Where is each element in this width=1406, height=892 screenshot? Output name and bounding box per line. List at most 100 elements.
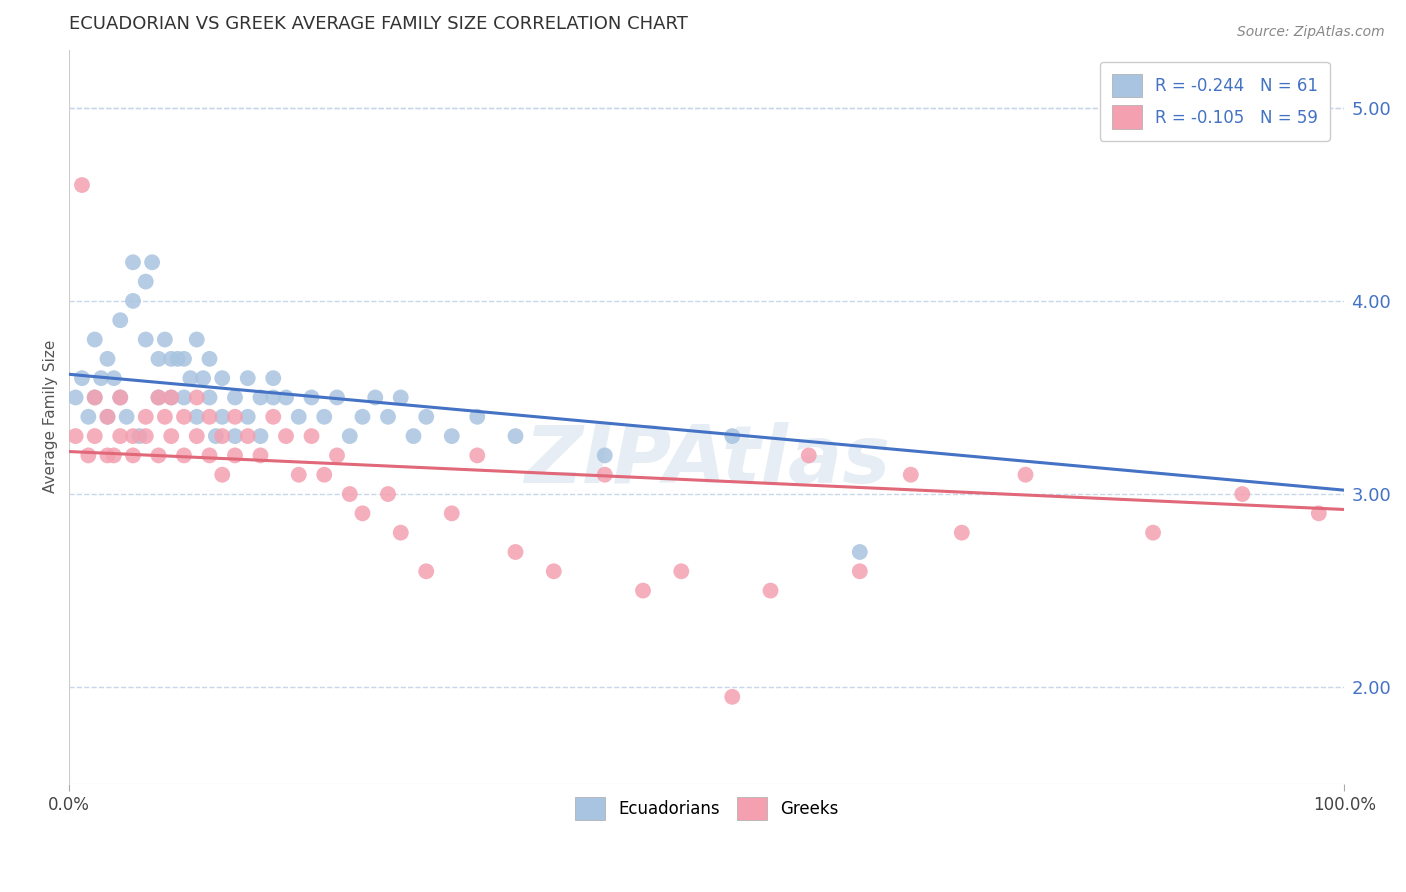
Point [1232,487,1254,501]
Point [301,429,323,443]
Point [262,409,284,424]
Point [287,467,309,482]
Point [122,293,145,308]
Point [505,545,527,559]
Point [77,449,100,463]
Point [224,391,246,405]
Point [205,429,228,443]
Point [1014,467,1036,482]
Point [211,409,233,424]
Point [721,429,744,443]
Point [849,564,872,578]
Point [191,371,214,385]
Point [593,449,616,463]
Point [900,467,922,482]
Text: ECUADORIAN VS GREEK AVERAGE FAMILY SIZE CORRELATION CHART: ECUADORIAN VS GREEK AVERAGE FAMILY SIZE … [69,15,688,33]
Point [211,371,233,385]
Point [224,429,246,443]
Point [1142,525,1164,540]
Point [287,409,309,424]
Point [339,487,361,501]
Point [186,409,208,424]
Point [543,564,565,578]
Point [96,409,118,424]
Point [198,351,221,366]
Point [153,409,176,424]
Point [122,429,145,443]
Point [797,449,820,463]
Point [352,507,374,521]
Point [314,467,336,482]
Point [465,409,488,424]
Point [110,391,132,405]
Point [186,333,208,347]
Point [262,391,284,405]
Point [128,429,150,443]
Point [505,429,527,443]
Point [70,178,93,192]
Point [148,391,170,405]
Point [301,391,323,405]
Point [364,391,387,405]
Point [440,429,463,443]
Point [198,409,221,424]
Point [224,409,246,424]
Point [135,429,157,443]
Point [160,429,183,443]
Point [249,391,271,405]
Point [122,255,145,269]
Point [65,391,87,405]
Point [122,449,145,463]
Point [83,391,105,405]
Point [77,409,100,424]
Point [135,409,157,424]
Point [103,449,125,463]
Point [236,429,259,443]
Point [148,391,170,405]
Point [179,371,201,385]
Point [198,449,221,463]
Point [314,409,336,424]
Point [173,449,195,463]
Point [339,429,361,443]
Point [377,409,399,424]
Point [236,371,259,385]
Point [135,333,157,347]
Point [160,351,183,366]
Point [160,391,183,405]
Point [759,583,782,598]
Point [70,371,93,385]
Point [593,467,616,482]
Point [96,449,118,463]
Point [110,391,132,405]
Point [115,409,138,424]
Point [326,391,349,405]
Point [160,391,183,405]
Point [135,275,157,289]
Point [377,487,399,501]
Point [465,449,488,463]
Point [1308,507,1330,521]
Point [415,409,437,424]
Point [186,391,208,405]
Point [352,409,374,424]
Point [96,409,118,424]
Point [249,429,271,443]
Point [249,449,271,463]
Point [173,391,195,405]
Point [440,507,463,521]
Point [671,564,693,578]
Point [90,371,112,385]
Point [211,429,233,443]
Point [402,429,425,443]
Point [389,391,412,405]
Point [83,333,105,347]
Point [103,371,125,385]
Point [721,690,744,704]
Point [274,391,297,405]
Point [148,449,170,463]
Point [96,351,118,366]
Point [186,429,208,443]
Point [173,409,195,424]
Point [198,391,221,405]
